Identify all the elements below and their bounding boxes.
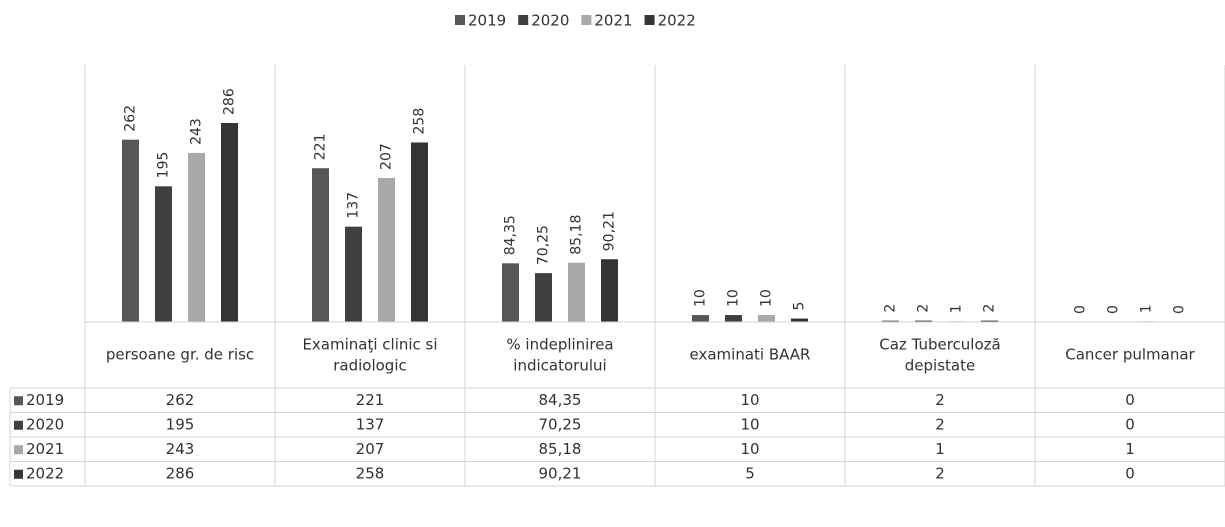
data-label: 262 — [123, 105, 139, 132]
data-label: 207 — [379, 143, 395, 170]
legend-swatch — [581, 15, 592, 25]
data-label: 243 — [189, 118, 205, 145]
table-cell: 0 — [1125, 391, 1135, 409]
data-label: 221 — [313, 133, 329, 160]
category-label: persoane gr. de risc — [106, 346, 254, 364]
table-cell: 195 — [166, 415, 195, 433]
legend-swatch — [518, 15, 529, 25]
bar — [122, 139, 139, 322]
data-label: 2 — [982, 304, 998, 313]
legend-key — [14, 396, 23, 406]
bar — [535, 273, 552, 322]
data-label: 1 — [1139, 304, 1155, 313]
table-cell: 10 — [740, 440, 759, 458]
bar — [221, 123, 238, 322]
bar — [378, 177, 395, 322]
legend-label: 2021 — [594, 12, 632, 30]
table-cell: 10 — [740, 415, 759, 433]
data-label: 195 — [156, 152, 172, 179]
table-cell: 1 — [1125, 440, 1135, 458]
bar — [155, 186, 172, 322]
bar — [915, 320, 932, 322]
data-label: 258 — [412, 108, 428, 135]
row-label: 2022 — [26, 464, 64, 482]
bar — [791, 318, 808, 322]
bar — [981, 320, 998, 322]
table-cell: 5 — [745, 464, 755, 482]
bar — [312, 168, 329, 322]
data-label: 70,25 — [536, 225, 552, 265]
table-cell: 262 — [166, 391, 195, 409]
table-cell: 70,25 — [539, 415, 582, 433]
bar — [568, 262, 585, 322]
legend-key — [14, 469, 23, 479]
data-label: 0 — [1172, 305, 1188, 314]
table-cell: 85,18 — [539, 440, 582, 458]
row-label: 2021 — [26, 440, 64, 458]
data-label: 10 — [726, 289, 742, 307]
data-label: 84,35 — [503, 215, 519, 255]
table-cell: 90,21 — [539, 464, 582, 482]
bar — [502, 263, 519, 322]
table-cell: 0 — [1125, 464, 1135, 482]
data-label: 90,21 — [602, 211, 618, 251]
bar — [601, 259, 618, 322]
legend-swatch — [644, 15, 655, 25]
table-cell: 2 — [935, 464, 945, 482]
bar — [345, 226, 362, 322]
category-label: examinati BAAR — [690, 346, 811, 364]
legend-swatch — [455, 15, 465, 25]
category-label: % indeplinirea indicatorului — [506, 335, 613, 374]
category-label: Examinaţi clinic si radiologic — [302, 335, 437, 374]
table-cell: 10 — [740, 391, 759, 409]
bar — [882, 320, 899, 322]
data-label: 1 — [949, 304, 965, 313]
bar — [758, 315, 775, 322]
table-cell: 84,35 — [539, 391, 582, 409]
table-cell: 258 — [356, 464, 385, 482]
table-cell: 1 — [935, 440, 945, 458]
legend-key — [14, 420, 23, 430]
data-label: 5 — [792, 302, 808, 311]
data-label: 2 — [883, 304, 899, 313]
row-label: 2020 — [26, 415, 64, 433]
data-label: 10 — [693, 289, 709, 307]
bar — [692, 315, 709, 322]
table-cell: 221 — [356, 391, 385, 409]
table-cell: 2 — [935, 415, 945, 433]
bar — [725, 315, 742, 322]
legend-key — [14, 445, 23, 455]
data-label: 137 — [346, 192, 362, 219]
table-cell: 286 — [166, 464, 195, 482]
data-label: 0 — [1073, 305, 1089, 314]
data-label: 85,18 — [569, 215, 585, 255]
row-label: 2019 — [26, 391, 64, 409]
table-cell: 2 — [935, 391, 945, 409]
legend-label: 2022 — [658, 12, 696, 30]
table-cell: 0 — [1125, 415, 1135, 433]
bar — [188, 152, 205, 322]
data-label: 2 — [916, 304, 932, 313]
category-label: Cancer pulmanar — [1065, 346, 1195, 364]
data-label: 0 — [1106, 305, 1122, 314]
legend-label: 2020 — [531, 12, 569, 30]
data-label: 10 — [759, 289, 775, 307]
bar — [411, 142, 428, 322]
data-label: 286 — [222, 88, 238, 115]
table-cell: 137 — [356, 415, 385, 433]
category-label: Caz Tuberculoză depistate — [879, 335, 1000, 374]
legend-label: 2019 — [468, 12, 506, 30]
table-cell: 243 — [166, 440, 195, 458]
table-cell: 207 — [356, 440, 385, 458]
